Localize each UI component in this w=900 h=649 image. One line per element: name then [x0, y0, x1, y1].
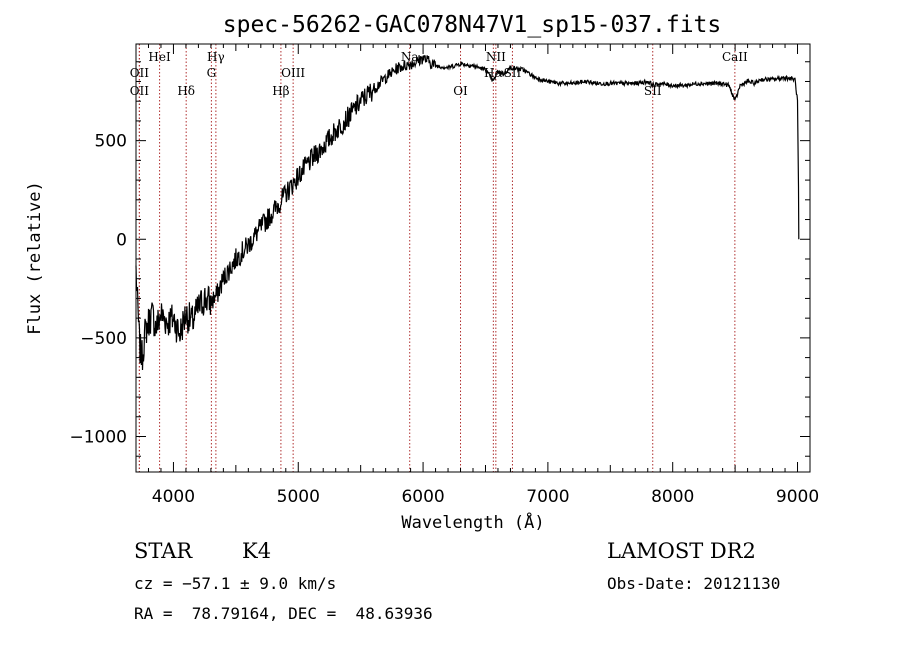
line-marker-label: Hγ [207, 50, 225, 64]
x-tick-label: 8000 [651, 487, 694, 507]
line-marker-label: OII [130, 66, 150, 80]
x-tick-label: 9000 [776, 487, 819, 507]
line-marker-label: HeI [148, 50, 171, 64]
spectral-class: STAR [134, 539, 193, 563]
x-tick-label: 6000 [401, 487, 444, 507]
y-axis-label: Flux (relative) [25, 181, 45, 335]
observation-date: Obs-Date: 20121130 [607, 574, 781, 593]
line-marker-label: CaII [722, 50, 748, 64]
line-marker-label: Hδ [177, 84, 195, 98]
survey-name: LAMOST DR2 [607, 539, 756, 563]
line-marker-label: Hα [484, 66, 503, 80]
x-tick-label: 5000 [277, 487, 320, 507]
spectrum-series [135, 55, 800, 371]
y-tick-label: −500 [80, 329, 127, 349]
spectrum-line [135, 55, 800, 371]
x-axis-ticks: 4000 5000 6000 7000 8000 9000 [135, 44, 819, 507]
x-tick-label: 4000 [152, 487, 195, 507]
x-tick-label: 7000 [526, 487, 569, 507]
line-marker-label: Hβ [272, 84, 289, 98]
y-axis-ticks: −1000 −500 0 500 [69, 61, 810, 457]
line-marker-label: G [207, 66, 217, 80]
coordinates: RA = 78.79164, DEC = 48.63936 [134, 604, 433, 623]
y-tick-label: −1000 [69, 427, 127, 447]
y-tick-label: 0 [116, 230, 127, 250]
spectral-subclass: K4 [242, 539, 272, 563]
y-tick-label: 500 [95, 132, 127, 152]
redshift-value: cz = −57.1 ± 9.0 km/s [134, 574, 337, 593]
line-marker-label: SII [644, 84, 662, 98]
line-marker-label: NII [486, 50, 506, 64]
line-marker-label: OIII [281, 66, 305, 80]
x-axis-label: Wavelength (Å) [401, 511, 544, 533]
chart-title: spec-56262-GAC078N47V1_sp15-037.fits [223, 12, 722, 38]
line-marker-label: OI [453, 84, 468, 98]
